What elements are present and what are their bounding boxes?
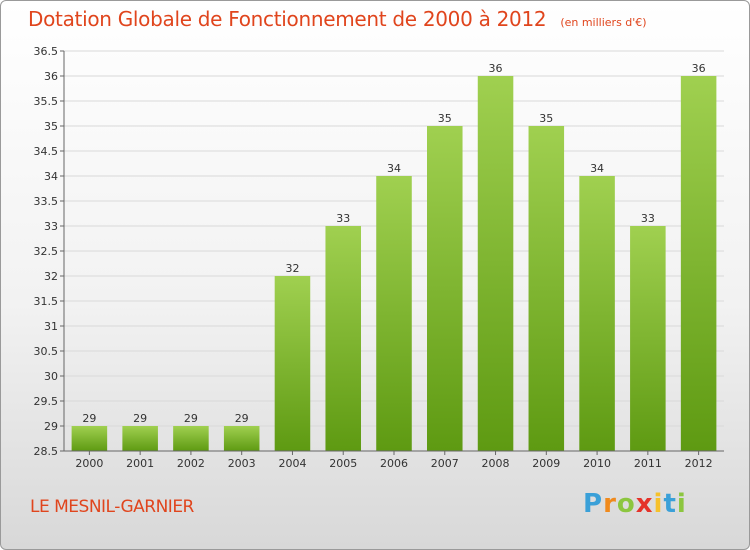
- bar-2007: [427, 126, 463, 451]
- y-tick-label: 33: [44, 220, 58, 233]
- bar-2001: [122, 426, 158, 451]
- y-tick-label: 30: [44, 370, 58, 383]
- chart-title: Dotation Globale de Fonctionnement de 20…: [28, 7, 647, 31]
- logo-letter: i: [653, 489, 664, 519]
- y-tick-label: 35: [44, 120, 58, 133]
- proxiti-logo[interactable]: Proxiti: [583, 489, 687, 519]
- x-tick-label: 2005: [329, 457, 357, 470]
- data-label: 35: [539, 112, 553, 125]
- y-tick-label: 31: [44, 320, 58, 333]
- bar-2008: [477, 76, 514, 451]
- bar-2004: [274, 276, 311, 451]
- data-label: 32: [285, 262, 299, 275]
- unit-note: (en milliers d'€): [560, 16, 647, 29]
- y-tick-label: 30.5: [34, 345, 59, 358]
- x-tick-label: 2008: [482, 457, 510, 470]
- logo-letter: t: [663, 489, 677, 519]
- y-tick-label: 34.5: [34, 145, 59, 158]
- y-tick-label: 32: [44, 270, 58, 283]
- data-label: 33: [336, 212, 350, 225]
- data-label: 29: [82, 412, 96, 425]
- x-tick-label: 2007: [431, 457, 459, 470]
- y-tick-label: 31.5: [34, 295, 59, 308]
- data-label: 36: [489, 62, 503, 75]
- x-tick-label: 2000: [75, 457, 103, 470]
- x-tick-label: 2011: [634, 457, 662, 470]
- logo-letter: o: [616, 489, 636, 519]
- axes: 28.5 29 29.5 30 30.5 31 31.5 32 32.5 33 33.5 34 34.5…: [34, 45, 724, 470]
- bar-2002: [173, 426, 209, 451]
- bar-2011: [630, 226, 666, 451]
- y-tick-label: 34: [44, 170, 58, 183]
- x-tick-label: 2006: [380, 457, 408, 470]
- x-tick-label: 2003: [228, 457, 256, 470]
- y-tick-label: 36.5: [34, 45, 59, 58]
- x-tick-label: 2010: [583, 457, 611, 470]
- logo-letter: r: [603, 489, 617, 519]
- y-tick-label: 36: [44, 70, 58, 83]
- x-tick-label: 2001: [126, 457, 154, 470]
- logo-letter: x: [635, 489, 654, 519]
- x-tick-label: 2002: [177, 457, 205, 470]
- logo-letter: P: [583, 489, 604, 519]
- y-tick-label: 29: [44, 420, 58, 433]
- bar-2003: [223, 426, 260, 451]
- x-tick-label: 2004: [278, 457, 306, 470]
- bar-2010: [579, 176, 615, 451]
- y-tick-label: 33.5: [34, 195, 59, 208]
- title-text: Dotation Globale de Fonctionnement de 20…: [28, 7, 547, 31]
- y-tick-label: 32.5: [34, 245, 59, 258]
- bar-2006: [376, 176, 412, 451]
- data-label: 33: [641, 212, 655, 225]
- y-tick-label: 29.5: [34, 395, 59, 408]
- bar-2005: [325, 226, 361, 451]
- data-label: 29: [184, 412, 198, 425]
- bar-2009: [528, 126, 565, 451]
- data-label: 29: [235, 412, 249, 425]
- location-label: LE MESNIL-GARNIER: [30, 497, 194, 517]
- data-label: 34: [387, 162, 401, 175]
- bar-2000: [71, 426, 108, 451]
- x-tick-label: 2012: [685, 457, 713, 470]
- y-tick-label: 28.5: [34, 445, 59, 458]
- bars: 29 29 29 29 32 33 34 35 36 35 34 33 36: [71, 62, 717, 451]
- logo-letter: i: [676, 489, 687, 519]
- bar-2012: [680, 76, 717, 451]
- y-tick-label: 35.5: [34, 95, 59, 108]
- data-label: 36: [692, 62, 706, 75]
- data-label: 29: [133, 412, 147, 425]
- x-tick-label: 2009: [532, 457, 560, 470]
- data-label: 35: [438, 112, 452, 125]
- data-label: 34: [590, 162, 604, 175]
